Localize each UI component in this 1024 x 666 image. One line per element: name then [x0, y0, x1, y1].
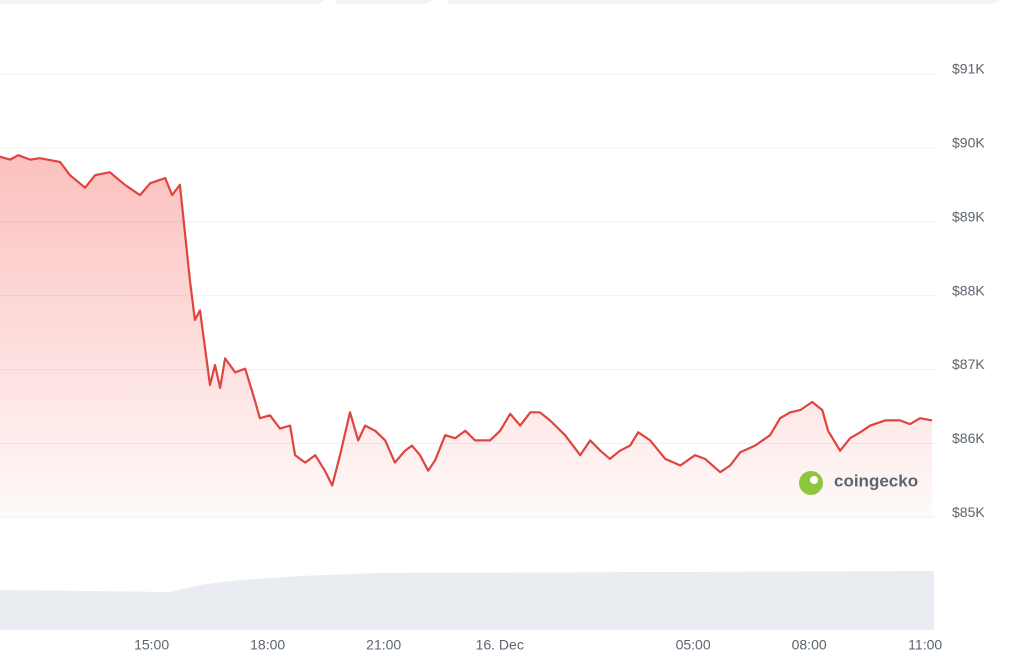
y-tick-label: $86K	[952, 430, 985, 446]
x-tick-label: 15:00	[134, 637, 169, 653]
x-tick-label: 21:00	[366, 637, 401, 653]
logo-eye	[810, 476, 818, 484]
volume-band	[0, 571, 934, 630]
logo-icon	[799, 471, 823, 495]
tab[interactable]	[0, 0, 325, 4]
x-tick-label: 11:00	[908, 637, 942, 653]
tab[interactable]	[445, 0, 1000, 4]
y-tick-label: $88K	[952, 282, 985, 298]
watermark: coingecko	[834, 471, 918, 490]
y-tick-label: $89K	[952, 208, 985, 224]
x-tick-label: 18:00	[250, 637, 285, 653]
x-tick-label: 08:00	[792, 637, 827, 653]
x-tick-label: 05:00	[676, 637, 711, 653]
price-line	[0, 154, 933, 487]
x-tick-label: 16. Dec	[476, 637, 524, 653]
y-tick-label: $90K	[952, 135, 985, 151]
area	[0, 155, 933, 518]
y-tick-label: $85K	[952, 504, 985, 520]
y-tick-label: $87K	[952, 356, 985, 372]
plot	[0, 154, 933, 518]
tab[interactable]	[333, 0, 433, 4]
y-tick-label: $91K	[952, 61, 985, 77]
